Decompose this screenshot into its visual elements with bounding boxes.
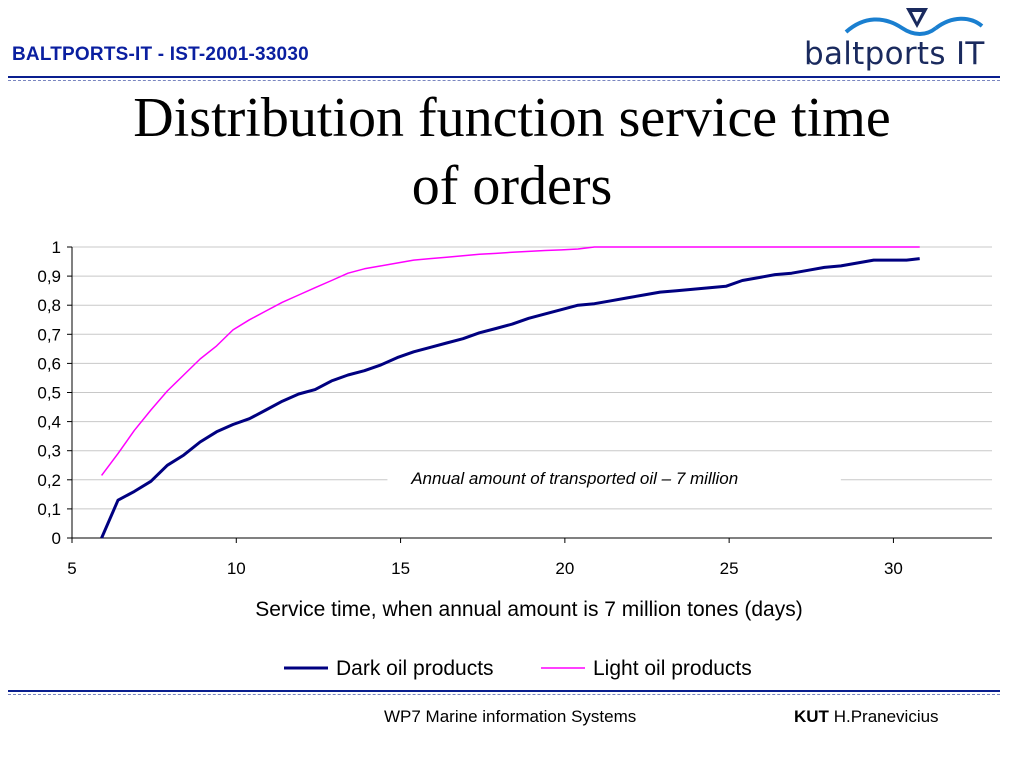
footer-divider <box>8 690 1000 695</box>
y-tick-label: 0,1 <box>37 500 61 519</box>
slide-title: Distribution function service time of or… <box>0 84 1024 220</box>
x-tick-label: 20 <box>555 559 574 578</box>
slide-title-line-2: of orders <box>411 155 613 217</box>
footer-org: KUT <box>794 707 829 726</box>
x-tick-label: 25 <box>720 559 739 578</box>
y-tick-label: 0,5 <box>37 384 61 403</box>
y-tick-label: 0,6 <box>37 354 61 373</box>
x-tick-label: 5 <box>67 559 76 578</box>
legend-label: Dark oil products <box>336 657 494 680</box>
x-tick-label: 10 <box>227 559 246 578</box>
series-line-light-oil <box>101 246 920 476</box>
y-tick-label: 0,9 <box>37 267 61 286</box>
footer-author: H.Pranevicius <box>833 707 939 726</box>
y-tick-label: 0,8 <box>37 296 61 315</box>
logo-wave-icon <box>844 8 984 36</box>
x-tick-label: 30 <box>884 559 903 578</box>
footer-credit: KUT H.Pranevicius <box>794 707 939 727</box>
logo-wordmark: baltports IT <box>804 36 985 72</box>
y-tick-label: 0,7 <box>37 325 61 344</box>
y-tick-label: 1 <box>52 238 61 257</box>
annotation-background <box>387 465 841 492</box>
series-line-dark-oil <box>100 257 920 539</box>
legend-label: Light oil products <box>593 657 752 680</box>
y-tick-label: 0,3 <box>37 442 61 461</box>
y-tick-label: 0,4 <box>37 413 61 432</box>
x-tick-label: 15 <box>391 559 410 578</box>
baltports-logo: baltports IT <box>802 6 985 78</box>
chart-annotation: Annual amount of transported oil – 7 mil… <box>410 469 738 488</box>
x-axis-title: Service time, when annual amount is 7 mi… <box>255 598 802 621</box>
y-tick-label: 0 <box>52 529 61 548</box>
slide-title-line-1: Distribution function service time <box>133 87 891 149</box>
footer-workpackage: WP7 Marine information Systems <box>384 707 637 726</box>
project-header: BALTPORTS-IT - IST-2001-33030 <box>12 44 309 65</box>
y-tick-label: 0,2 <box>37 471 61 490</box>
distribution-chart: Annual amount of transported oil – 7 mil… <box>37 238 992 680</box>
header-divider <box>8 76 1000 81</box>
